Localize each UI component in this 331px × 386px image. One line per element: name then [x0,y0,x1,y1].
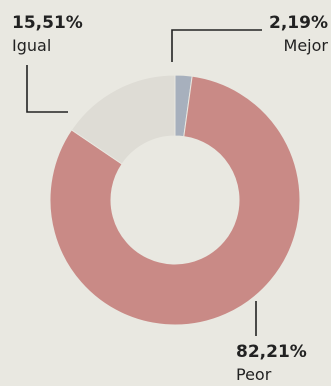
label-mejor-name: Mejor [284,36,329,55]
leader-line-mejor [171,29,262,62]
label-igual-value: 15,51% [12,13,83,33]
donut-hole [111,136,239,264]
leader-line-igual [26,65,68,113]
label-peor-name: Peor [236,365,272,384]
label-mejor-value: 2,19% [269,13,328,33]
label-igual-name: Igual [12,36,51,55]
label-peor-value: 82,21% [236,342,307,362]
